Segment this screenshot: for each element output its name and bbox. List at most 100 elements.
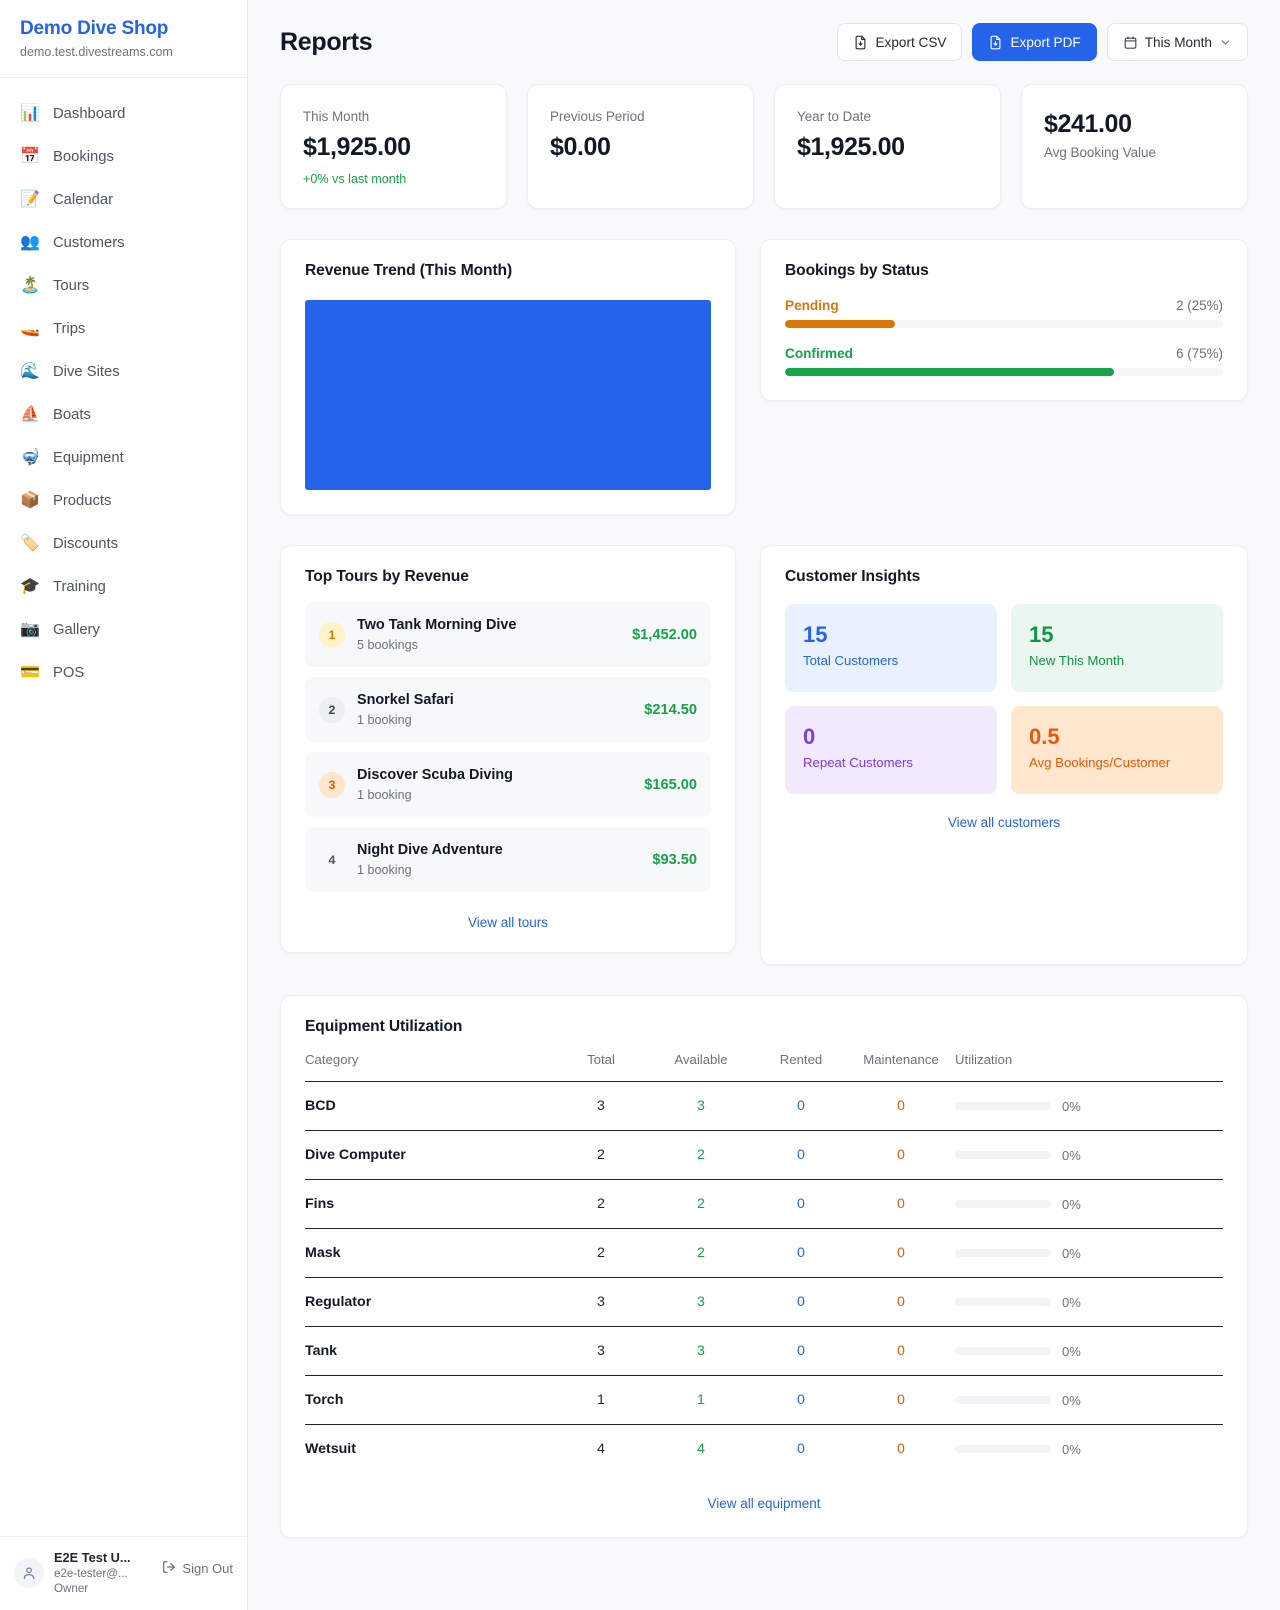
- tour-row[interactable]: 3 Discover Scuba Diving 1 booking $165.00: [305, 752, 711, 817]
- table-header-row: Category Total Available Rented Maintenance U…: [305, 1052, 1223, 1082]
- table-row: Tank 3 3 0 0 0%: [305, 1326, 1223, 1376]
- insight-label: Repeat Customers: [803, 755, 913, 770]
- equipment-title: Equipment Utilization: [305, 1018, 463, 1035]
- tour-row[interactable]: 2 Snorkel Safari 1 booking $214.50: [305, 677, 711, 742]
- tour-bookings: 1 booking: [357, 713, 412, 727]
- sidebar-item-dive-sites[interactable]: 🌊 Dive Sites: [0, 350, 247, 393]
- sidebar-item-discounts[interactable]: 🏷️ Discounts: [0, 522, 247, 565]
- user-profile[interactable]: E2E Test U... e2e-tester@... Owner Sign …: [0, 1536, 247, 1610]
- calendar-icon: [1123, 35, 1138, 50]
- wave-icon: 🌊: [20, 362, 40, 380]
- equipment-utilization-cell: 0%: [955, 1375, 1223, 1425]
- table-body: BCD 3 3 0 0 0% Dive Computer 2 2 0 0 0% Fins 2 2 0 0 0% Ma…: [305, 1081, 1223, 1474]
- equipment-total: 3: [555, 1081, 655, 1131]
- view-all-tours-link[interactable]: View all tours: [467, 915, 549, 930]
- sidebar-item-customers[interactable]: 👥 Customers: [0, 221, 247, 264]
- tours-insights-row: Top Tours by Revenue 1 Two Tank Morning D…: [280, 545, 1248, 965]
- equipment-category: Tank: [305, 1326, 555, 1376]
- sidebar-item-trips[interactable]: 🚤 Trips: [0, 307, 247, 350]
- brand-title: Demo Dive Shop: [20, 18, 169, 39]
- insight-value: 15: [803, 622, 828, 647]
- kpi-value: $1,925.00: [797, 133, 905, 161]
- sidebar-item-products[interactable]: 📦 Products: [0, 479, 247, 522]
- view-all-customers-link[interactable]: View all customers: [947, 815, 1061, 830]
- sidebar-item-bookings[interactable]: 📅 Bookings: [0, 135, 247, 178]
- utilization-track: [955, 1102, 1051, 1110]
- sidebar-item-dashboard[interactable]: 📊 Dashboard: [0, 92, 247, 135]
- equipment-rented: 0: [755, 1375, 855, 1425]
- sidebar-item-gallery[interactable]: 📷 Gallery: [0, 608, 247, 651]
- kpi-label: Year to Date: [797, 109, 871, 124]
- insight-value: 0: [803, 724, 816, 749]
- sidebar-item-equipment[interactable]: 🤿 Equipment: [0, 436, 247, 479]
- tour-revenue: $93.50: [652, 851, 697, 868]
- tour-name: Discover Scuba Diving: [357, 767, 513, 783]
- bookings-by-status-title: Bookings by Status: [785, 262, 929, 279]
- kpi-card: $241.00 Avg Booking Value: [1021, 84, 1248, 209]
- brand-domain: demo.test.divestreams.com: [20, 45, 173, 59]
- revenue-trend-title: Revenue Trend (This Month): [305, 262, 513, 279]
- utilization-percent: 0%: [1062, 1343, 1081, 1359]
- island-icon: 🏝️: [20, 276, 40, 294]
- utilization-percent: 0%: [1062, 1098, 1081, 1114]
- insight-tile: 15 Total Customers: [785, 604, 997, 692]
- utilization-track: [955, 1200, 1051, 1208]
- sign-out-button[interactable]: Sign Out: [161, 1559, 233, 1578]
- tour-revenue: $214.50: [644, 701, 697, 718]
- sidebar: Demo Dive Shop demo.test.divestreams.com…: [0, 0, 248, 1610]
- export-pdf-label: Export PDF: [1010, 34, 1081, 50]
- sidebar-item-label: Training: [53, 578, 106, 595]
- sign-out-icon: [161, 1559, 177, 1578]
- tour-name: Night Dive Adventure: [357, 842, 503, 858]
- status-label: Confirmed: [785, 346, 853, 361]
- equipment-total: 2: [555, 1228, 655, 1278]
- kpi-value: $1,925.00: [303, 133, 411, 161]
- period-select[interactable]: This Month: [1106, 23, 1248, 61]
- kpi-value: $241.00: [1044, 110, 1132, 138]
- avatar: [14, 1558, 44, 1588]
- sidebar-item-boats[interactable]: ⛵ Boats: [0, 393, 247, 436]
- speedboat-icon: 🚤: [20, 319, 40, 337]
- tour-row[interactable]: 1 Two Tank Morning Dive 5 bookings $1,452.0…: [305, 602, 711, 667]
- utilization-percent: 0%: [1062, 1294, 1081, 1310]
- sidebar-item-tours[interactable]: 🏝️ Tours: [0, 264, 247, 307]
- table-row: Fins 2 2 0 0 0%: [305, 1179, 1223, 1229]
- kpi-label: Avg Booking Value: [1044, 145, 1156, 160]
- view-all-customers-row: View all customers: [785, 814, 1223, 832]
- file-download-icon: [988, 35, 1003, 50]
- utilization-percent: 0%: [1062, 1245, 1081, 1261]
- table-row: Regulator 3 3 0 0 0%: [305, 1277, 1223, 1327]
- page-header: Reports Export CSV: [280, 22, 1248, 62]
- sidebar-item-calendar[interactable]: 📝 Calendar: [0, 178, 247, 221]
- brand-block[interactable]: Demo Dive Shop demo.test.divestreams.com: [0, 0, 247, 78]
- sidebar-item-pos[interactable]: 💳 POS: [0, 651, 247, 694]
- equipment-total: 3: [555, 1277, 655, 1327]
- equipment-maintenance: 0: [855, 1179, 955, 1229]
- equipment-available: 2: [655, 1228, 755, 1278]
- export-pdf-button[interactable]: Export PDF: [972, 23, 1097, 61]
- kpi-card: Previous Period $0.00: [527, 84, 754, 209]
- status-list: Pending 2 (25%) Confirmed 6 (75%): [785, 298, 1223, 376]
- header-actions: Export CSV Export PDF: [837, 23, 1248, 61]
- utilization-percent: 0%: [1062, 1441, 1081, 1457]
- view-all-equipment-link[interactable]: View all equipment: [707, 1496, 821, 1511]
- sidebar-item-label: Tours: [53, 277, 90, 294]
- tour-rank-badge: 3: [319, 771, 345, 798]
- tour-rank-badge: 2: [319, 696, 345, 723]
- top-tours-card: Top Tours by Revenue 1 Two Tank Morning D…: [280, 545, 736, 953]
- export-csv-button[interactable]: Export CSV: [837, 23, 963, 61]
- user-email: e2e-tester@...: [54, 1567, 128, 1580]
- status-progress-fill: [785, 368, 1114, 376]
- revenue-trend-chart: [305, 300, 711, 490]
- sign-out-label: Sign Out: [182, 1561, 233, 1576]
- tour-row[interactable]: 4 Night Dive Adventure 1 booking $93.50: [305, 827, 711, 892]
- sidebar-item-label: POS: [53, 664, 85, 681]
- equipment-category: Dive Computer: [305, 1130, 555, 1180]
- sidebar-item-label: Bookings: [53, 148, 114, 165]
- sidebar-item-training[interactable]: 🎓 Training: [0, 565, 247, 608]
- equipment-maintenance: 0: [855, 1228, 955, 1278]
- equipment-available: 1: [655, 1375, 755, 1425]
- revenue-trend-card: Revenue Trend (This Month): [280, 239, 736, 515]
- equipment-utilization-cell: 0%: [955, 1179, 1223, 1229]
- equipment-rented: 0: [755, 1277, 855, 1327]
